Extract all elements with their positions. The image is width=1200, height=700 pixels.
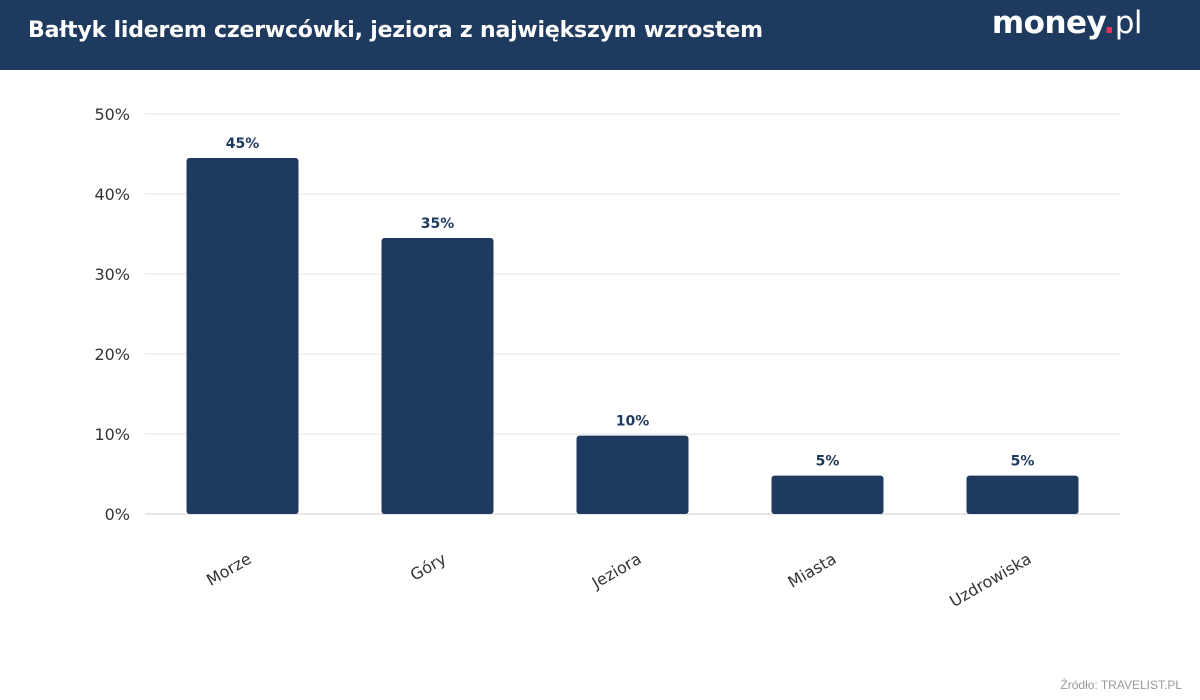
brand-logo[interactable]: money.pl [991, 5, 1143, 41]
bar-jeziora [576, 435, 689, 514]
data-label: 35% [421, 216, 455, 232]
data-labels: 45% 35% 10% 5% 5% [226, 136, 1035, 470]
logo-dot: . [1103, 5, 1115, 41]
x-tick-label: Morze [203, 549, 254, 590]
y-tick-label: 0% [105, 505, 130, 524]
data-label: 5% [1011, 454, 1035, 470]
bar-miasta [771, 475, 884, 514]
y-tick-label: 20% [94, 345, 130, 364]
x-tick-label: Miasta [785, 549, 840, 592]
data-label: 45% [226, 136, 260, 152]
bar-chart: 0% 10% 20% 30% 40% 50% 45% 35% 10% 5% 5% Morze Gór… [94, 105, 1120, 611]
y-tick-label: 10% [94, 425, 130, 444]
y-tick-label: 30% [94, 265, 130, 284]
logo-name: money [991, 5, 1104, 41]
x-axis: Morze Góry Jeziora Miasta Uzdrowiska [203, 549, 1034, 611]
data-label: 10% [616, 414, 650, 430]
source-note: Źródło: TRAVELIST.PL [1060, 678, 1182, 692]
x-tick-label: Góry [407, 549, 450, 585]
bars [186, 158, 1079, 514]
grid-lines [145, 113, 1120, 515]
logo-tld: pl [1114, 5, 1143, 41]
page-title: Bałtyk liderem czerwcówki, jeziora z naj… [28, 18, 763, 43]
x-tick-label: Jeziora [588, 549, 645, 593]
header-bar: Bałtyk liderem czerwcówki, jeziora z naj… [0, 0, 1200, 70]
bar-góry [381, 238, 494, 514]
x-tick-label: Uzdrowiska [946, 549, 1034, 611]
bar-uzdrowiska [966, 475, 1079, 514]
y-tick-label: 40% [94, 185, 130, 204]
bar-morze [186, 158, 299, 514]
data-label: 5% [816, 454, 840, 470]
y-tick-label: 50% [94, 105, 130, 124]
y-axis: 0% 10% 20% 30% 40% 50% [94, 105, 130, 524]
